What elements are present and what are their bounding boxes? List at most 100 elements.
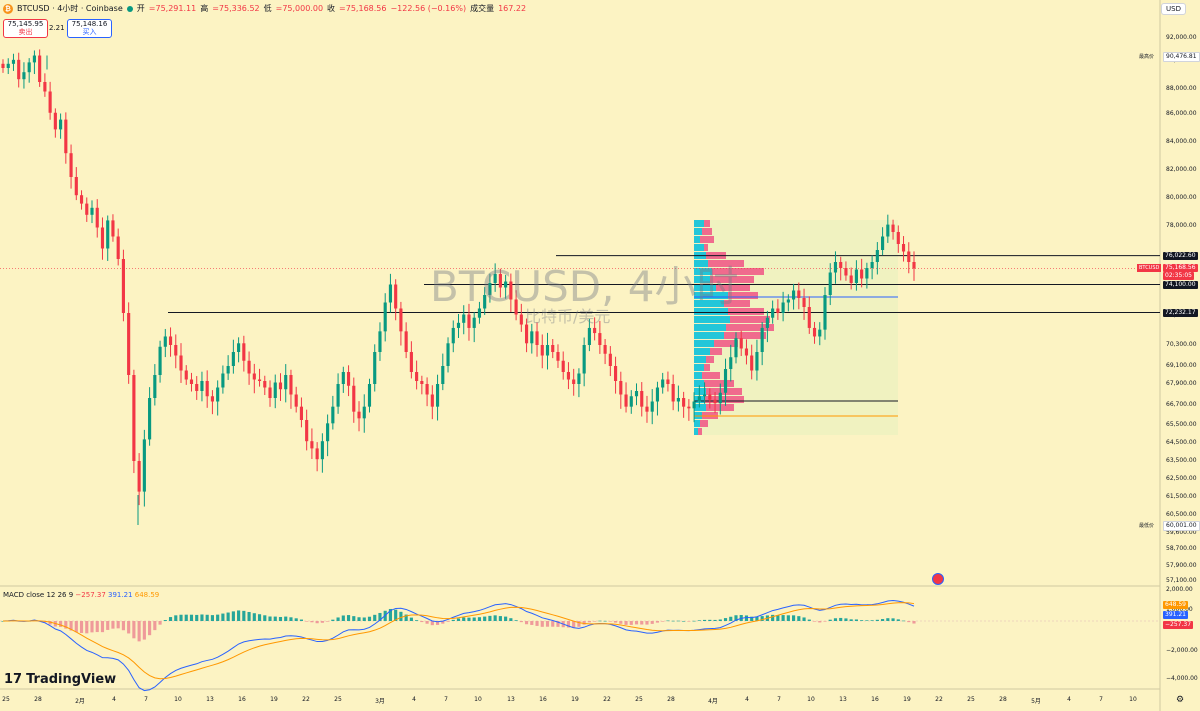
macd-hist-bar [509,618,513,621]
macd-signal-line [2,602,915,680]
macd-hist-bar [247,611,251,621]
candle-body [477,308,482,318]
volume-label: 成交量 [470,4,495,13]
macd-hist-bar [362,617,366,621]
macd-hist-bar [577,621,581,627]
candle-body [163,336,167,347]
candle-body [273,382,277,398]
candle-body [608,353,612,366]
macd-hist-bar [524,621,529,625]
macd-hist-bar [493,615,497,621]
candle-body [650,401,654,412]
candle-body [734,338,738,358]
macd-hist-bar [687,621,691,622]
macd-hist-bar [415,620,419,621]
macd-hist-bar [111,621,115,629]
candle-body [59,119,63,130]
candle-body [703,394,707,397]
volume-profile-bar-up [694,388,706,395]
candle-body [493,274,497,283]
candle-body [692,401,696,409]
macd-hist-bar [242,610,246,621]
us-flag-icon[interactable] [932,573,944,585]
macd-hist-bar [676,620,680,622]
candle-body [561,360,565,372]
candle-body [320,441,324,460]
macd-hist-bar [901,620,906,622]
macd-hist-bar [226,612,230,621]
candle-body [158,346,162,375]
macd-hist-bar [807,619,811,621]
symbol-title[interactable]: BTCUSD · 4小时 · Coinbase [17,4,123,13]
macd-hist-bar [682,620,686,622]
macd-hist-bar [357,617,361,621]
macd-hist-bar [802,617,806,621]
macd-legend[interactable]: MACD close 12 26 9 −257.37 391.21 648.59 [3,591,159,599]
candle-body [210,396,214,402]
candle-body [446,343,450,366]
macd-hist-bar [158,621,162,625]
macd-hist-bar [488,615,492,621]
x-tick-label: 4 [1067,696,1071,703]
x-tick-label: 25 [334,696,342,703]
candle-body [676,398,680,402]
candle-body [467,314,471,328]
macd-hist-bar [891,618,895,621]
open-value: =75,291.11 [148,4,197,13]
volume-profile-bar-down [708,260,744,267]
candle-body [566,372,571,380]
currency-selector[interactable]: USD [1161,3,1186,15]
macd-hist-bar [650,621,654,624]
candle-body [755,352,759,371]
macd-hist-bar [174,615,178,621]
macd-hist-bar [184,614,188,621]
macd-hist-bar [299,619,304,621]
volume-profile-bar-up [694,364,704,371]
macd-hist-bar [535,621,539,626]
candle-body [237,343,241,352]
candle-body [624,394,628,407]
macd-hist-bar [237,610,241,621]
watermark-subtitle: 比特币/美元 [525,307,611,326]
sell-button[interactable]: 75,145.95 卖出 [3,19,48,38]
symbol-header[interactable]: ₿ BTCUSD · 4小时 · Coinbase 开 =75,291.11 高 =… [3,3,526,14]
macd-hist-bar [446,621,450,622]
candle-body [106,220,110,249]
volume-profile-bar-up [694,404,706,411]
macd-hist-value: −257.37 [75,591,106,599]
y-tick-label: 84,000.00 [1166,138,1197,145]
x-tick-label: 3月 [375,698,385,705]
volume-profile-bar-up [694,316,730,323]
macd-hist-bar [504,616,508,621]
gear-icon[interactable]: ⚙ [1176,695,1185,705]
candle-body [451,327,455,344]
volume-profile-bar-down [704,380,734,387]
x-tick-label: 19 [903,696,911,703]
candle-body [415,372,419,381]
macd-hist-bar [69,621,73,631]
y-tick-label: 60,500.00 [1166,511,1197,518]
volume-profile-bar-down [730,316,770,323]
x-tick-label: 4 [745,696,749,703]
y-tick-label: 86,000.00 [1166,110,1197,117]
macd-hist-bar [661,621,665,622]
x-tick-label: 22 [302,696,310,703]
sell-label: 卖出 [18,28,33,36]
macd-hist-bar [818,621,822,623]
macd-hist-bar [703,619,707,621]
x-tick-label: 10 [807,696,815,703]
candle-body [289,375,293,395]
candle-body [833,262,838,273]
volume-profile-bar-up [694,236,700,243]
buy-button[interactable]: 75,148.16 买入 [67,19,112,38]
macd-hist-bar [833,618,838,621]
candle-body [603,345,607,354]
close-value: =75,168.56 [339,4,387,13]
macd-hist-bar [142,621,146,640]
tradingview-logo[interactable]: 17 TradingView [4,672,116,687]
candle-body [786,299,790,303]
candle-body [74,177,78,196]
macd-hist-bar [132,621,136,639]
